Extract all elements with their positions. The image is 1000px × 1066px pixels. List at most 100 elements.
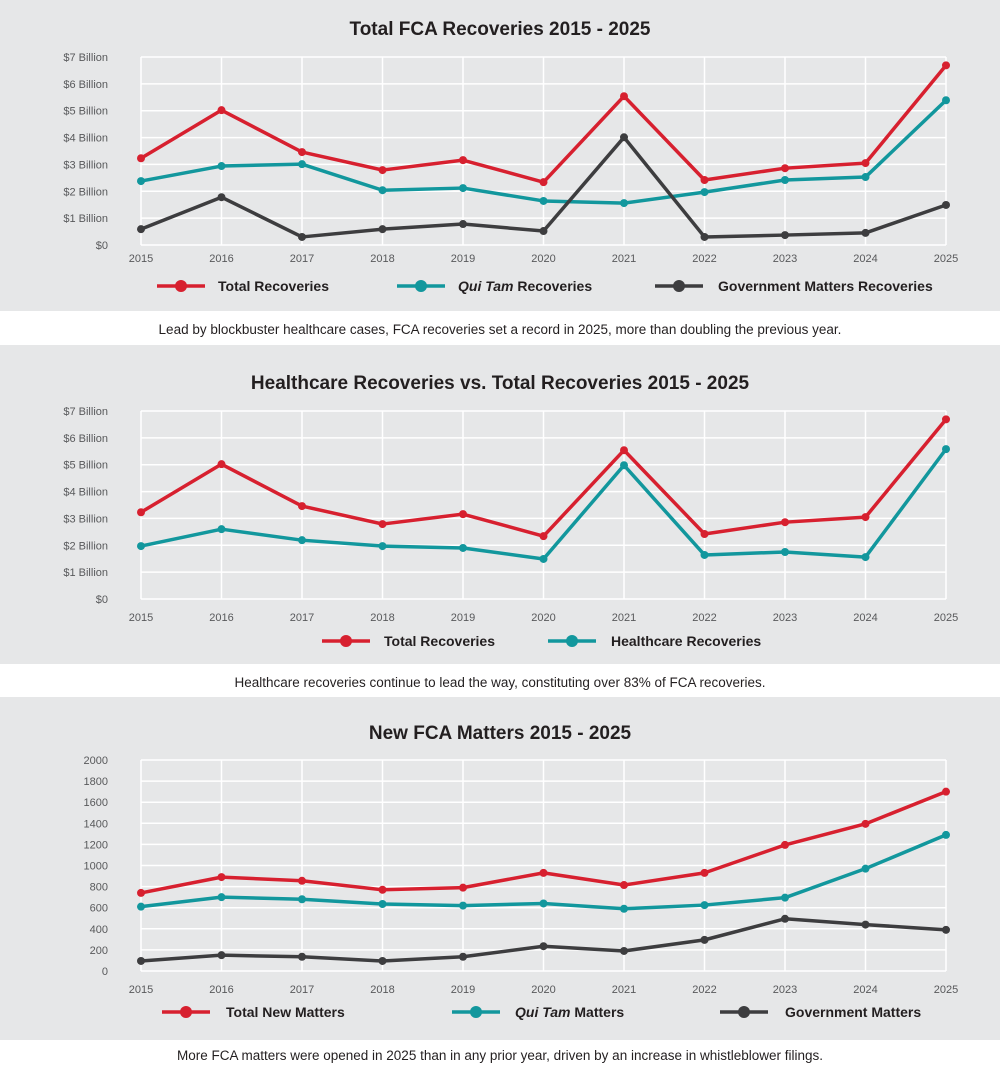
data-point (137, 542, 145, 551)
y-tick-label: $5 Billion (63, 106, 108, 118)
data-point (459, 883, 467, 892)
legend-marker (415, 280, 427, 292)
data-point (620, 461, 628, 470)
data-point (861, 513, 870, 522)
data-point (217, 460, 226, 469)
data-point (942, 830, 950, 839)
legend-item: Government Matters Recoveries (655, 278, 933, 294)
x-tick-label: 2025 (934, 612, 958, 624)
legend-item: Qui Tam Recoveries (397, 278, 592, 294)
data-point (620, 946, 628, 955)
x-tick-label: 2017 (290, 253, 314, 265)
data-point (298, 895, 306, 904)
x-tick-label: 2017 (290, 984, 314, 996)
data-point (298, 876, 306, 885)
data-point (700, 530, 709, 539)
series-total-new-matters (137, 787, 950, 897)
chart-panel-background (0, 345, 1000, 664)
y-tick-label: 0 (102, 966, 108, 978)
legend-item: Total Recoveries (157, 278, 329, 294)
data-point (217, 106, 226, 115)
x-tick-label: 2022 (692, 253, 716, 265)
y-tick-label: 600 (90, 903, 108, 915)
chart-caption: Healthcare recoveries continue to lead t… (234, 675, 765, 690)
data-point (217, 525, 226, 534)
chart-3: New FCA Matters 2015 - 2025 0 200 400 600 800… (0, 697, 1000, 1040)
x-tick-label: 2025 (934, 984, 958, 996)
data-point (781, 518, 789, 527)
data-point (861, 173, 870, 182)
y-tick-label: 200 (90, 945, 108, 957)
data-point (942, 787, 950, 796)
data-point (700, 901, 709, 910)
y-tick-label: 2000 (84, 755, 108, 767)
data-point (620, 881, 628, 890)
data-point (378, 166, 387, 175)
legend-label: Total Recoveries (384, 633, 495, 649)
y-tick-label: $0 (96, 594, 108, 606)
data-point (298, 232, 306, 241)
series-government-matters-recoveries (137, 133, 950, 241)
data-point (620, 199, 628, 208)
data-point (539, 899, 548, 908)
data-point (217, 893, 226, 902)
legend-marker (340, 635, 352, 647)
data-point (781, 914, 789, 923)
x-tick-label: 2015 (129, 612, 153, 624)
data-point (378, 186, 387, 195)
x-tick-label: 2021 (612, 253, 636, 265)
data-point (781, 840, 789, 849)
legend-marker (180, 1006, 192, 1018)
x-tick-label: 2024 (853, 612, 877, 624)
data-point (378, 900, 387, 909)
data-point (861, 553, 870, 562)
data-point (217, 162, 226, 171)
data-point (781, 548, 789, 556)
data-point (137, 508, 145, 517)
data-point (861, 228, 870, 237)
data-point (861, 819, 870, 828)
x-tick-label: 2016 (209, 984, 233, 996)
data-point (298, 502, 306, 511)
legend-label: Qui Tam Matters (515, 1004, 624, 1020)
data-point (378, 542, 387, 551)
data-point (298, 160, 306, 169)
legend-marker (566, 635, 578, 647)
data-point (700, 935, 709, 944)
data-point (942, 925, 950, 934)
x-tick-label: 2021 (612, 612, 636, 624)
series-qui-tam-recoveries (137, 96, 950, 208)
data-point (378, 956, 387, 965)
y-tick-label: $2 Billion (63, 186, 108, 198)
y-tick-label: $4 Billion (63, 487, 108, 499)
y-tick-label: $1 Billion (63, 213, 108, 225)
data-point (539, 532, 548, 541)
data-point (217, 951, 226, 960)
x-tick-label: 2018 (370, 984, 394, 996)
data-point (942, 96, 950, 105)
chart-panel-background (0, 0, 1000, 311)
data-point (620, 133, 628, 142)
y-tick-label: 1600 (84, 797, 108, 809)
data-point (861, 920, 870, 929)
x-tick-label: 2020 (531, 253, 555, 265)
data-point (459, 901, 467, 910)
x-tick-label: 2024 (853, 253, 877, 265)
data-point (378, 885, 387, 894)
chart-title: Healthcare Recoveries vs. Total Recoveri… (251, 373, 750, 394)
x-tick-label: 2016 (209, 253, 233, 265)
x-tick-label: 2019 (451, 253, 475, 265)
y-tick-label: $7 Billion (63, 52, 108, 64)
data-point (700, 188, 709, 197)
legend-marker (738, 1006, 750, 1018)
series-healthcare-recoveries (137, 445, 950, 563)
data-point (539, 196, 548, 205)
data-point (459, 543, 467, 552)
x-tick-label: 2015 (129, 253, 153, 265)
y-tick-label: $6 Billion (63, 433, 108, 445)
x-tick-label: 2020 (531, 984, 555, 996)
chart-title: New FCA Matters 2015 - 2025 (369, 723, 632, 744)
y-tick-label: $0 (96, 240, 108, 252)
x-tick-label: 2015 (129, 984, 153, 996)
